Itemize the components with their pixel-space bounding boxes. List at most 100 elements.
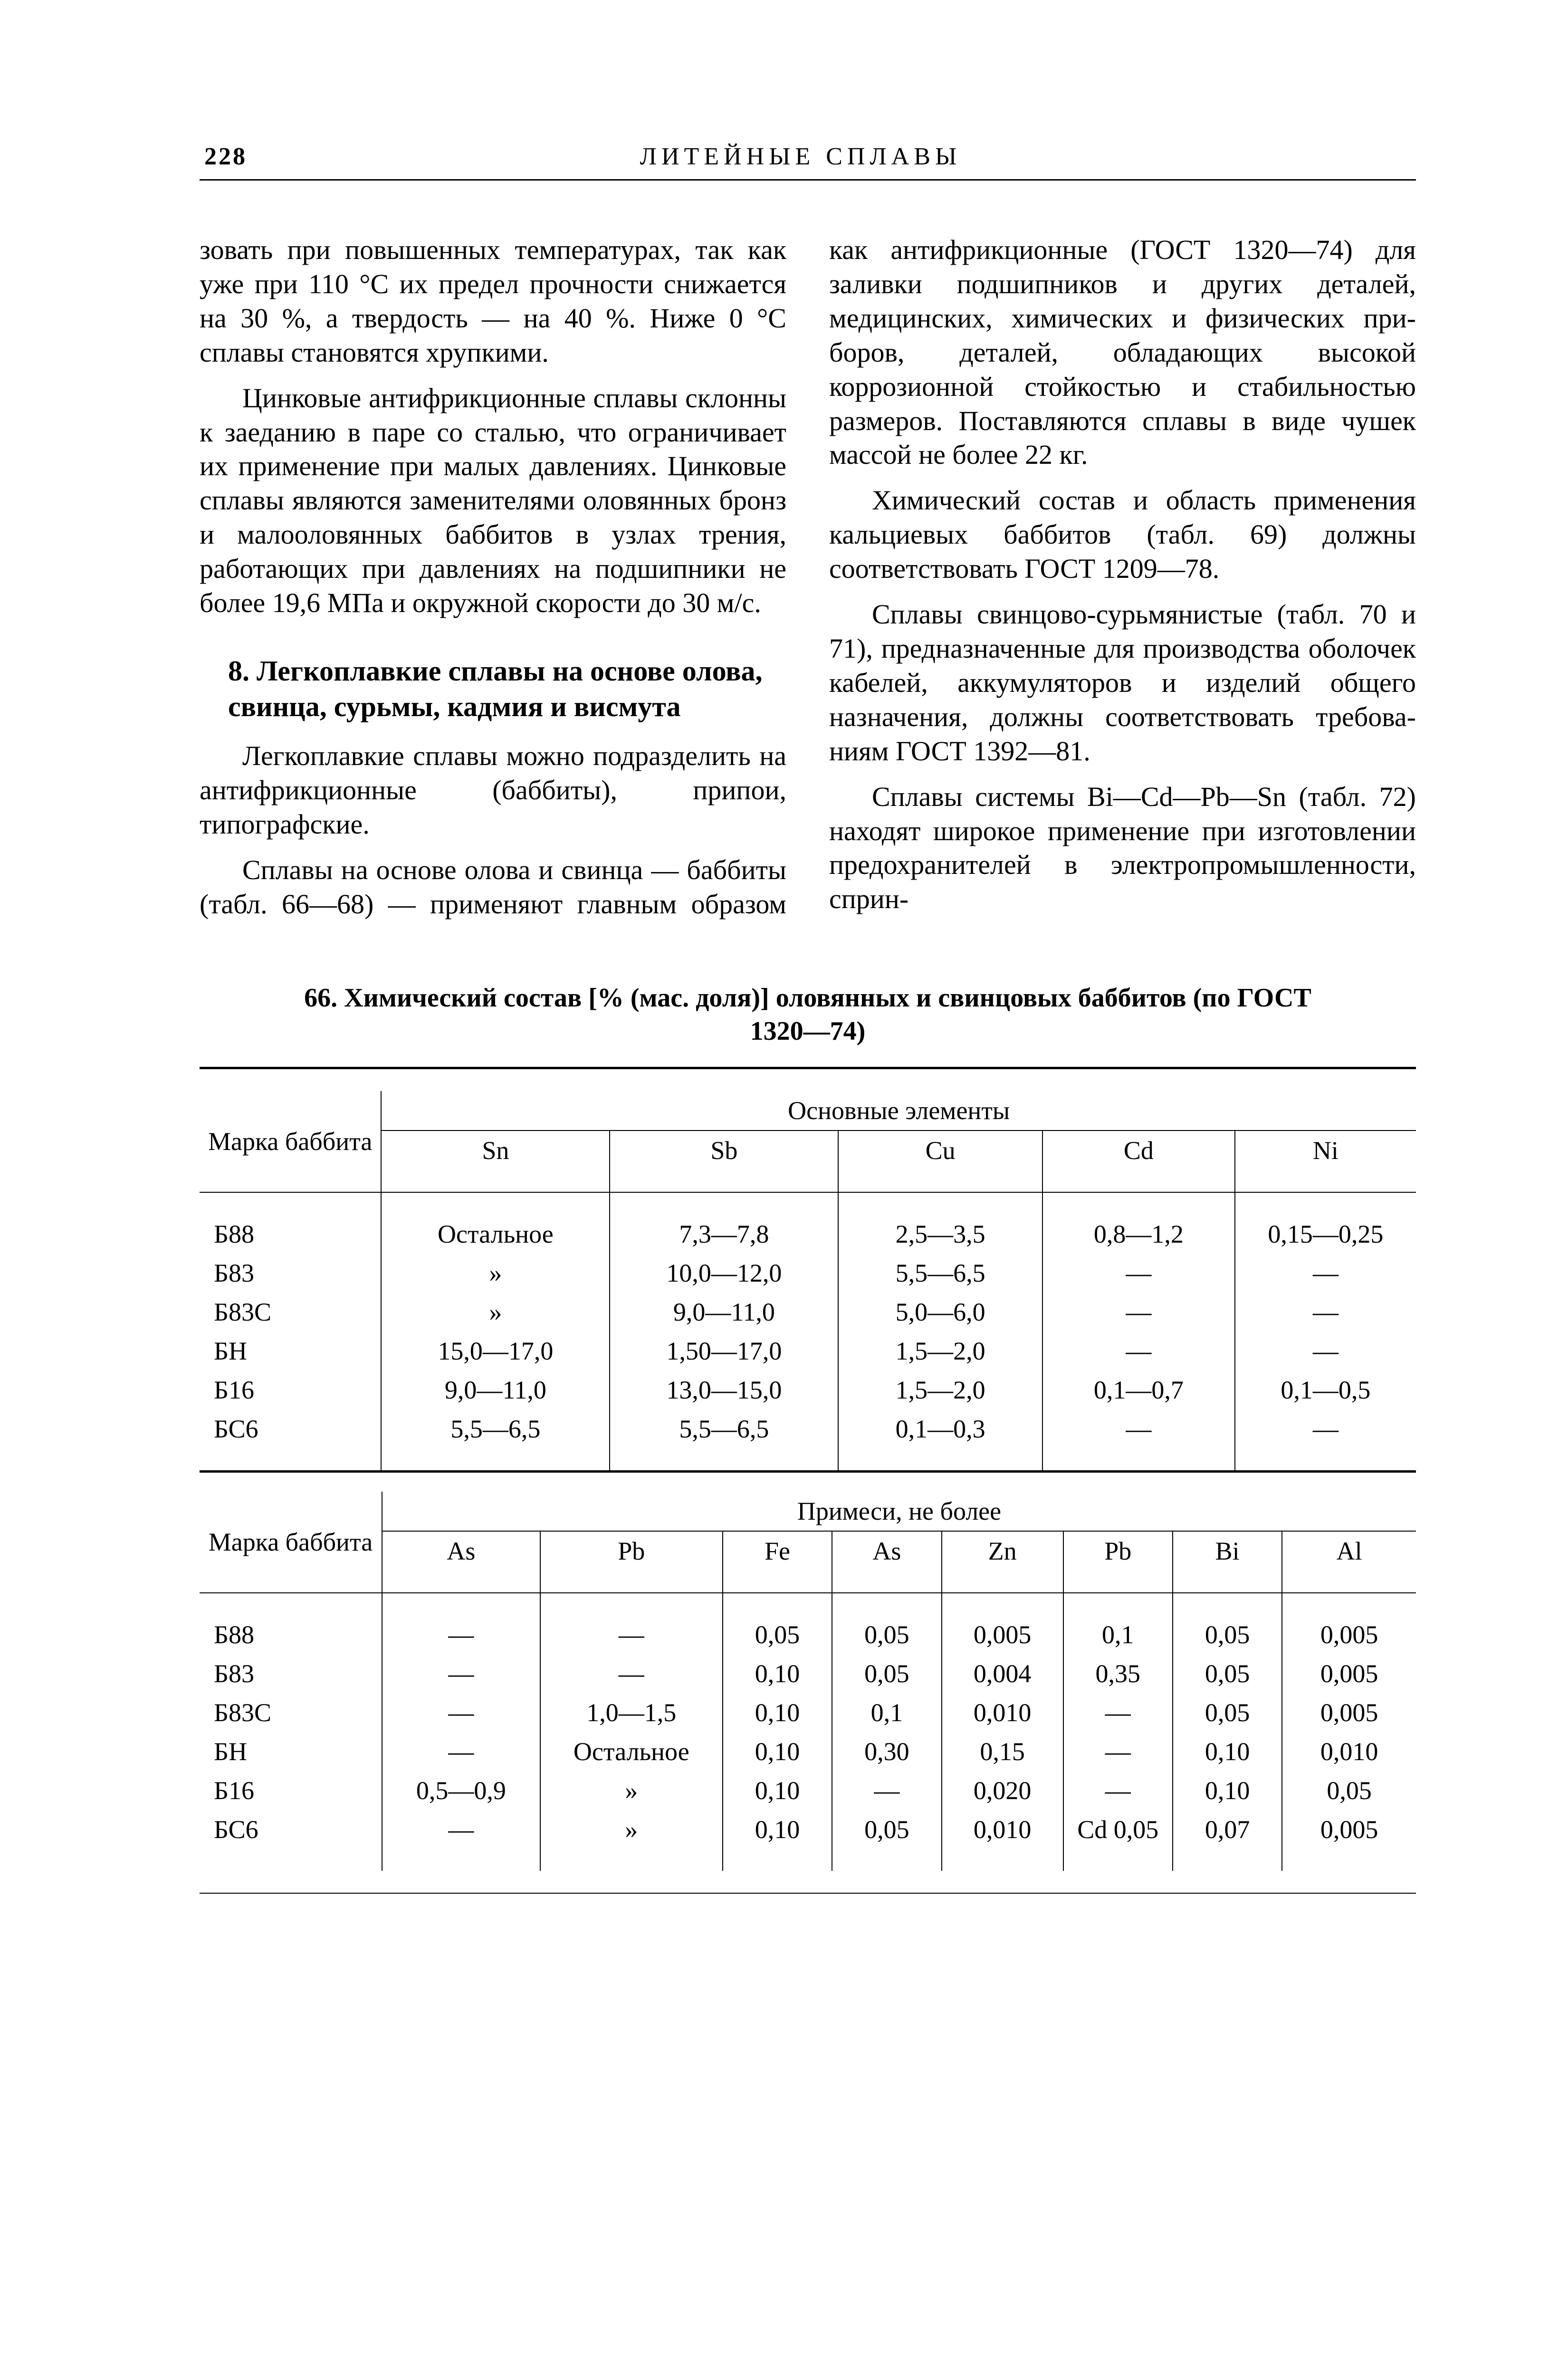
cell-brand: Б88	[200, 1615, 382, 1654]
cell: —	[382, 1732, 540, 1771]
section-heading: 8. Легкоплавкие сплавы на основе олова, …	[228, 653, 786, 725]
th-brand: Марка баббита	[200, 1492, 382, 1593]
th-sb: Sb	[610, 1131, 838, 1170]
table-row: Б83С » 9,0—11,0 5,0—6,0 — —	[200, 1293, 1416, 1332]
table-row: БН — Остальное 0,10 0,30 0,15 — 0,10 0,0…	[200, 1732, 1416, 1771]
cell: 0,05	[832, 1810, 941, 1849]
body-columns: зовать при повышенных температурах, так …	[200, 233, 1416, 924]
cell: Остальное	[381, 1215, 610, 1254]
cell: 5,0—6,0	[838, 1293, 1042, 1332]
cell: 0,010	[942, 1810, 1063, 1849]
cell: 9,0—11,0	[381, 1370, 610, 1409]
cell-brand: Б16	[200, 1370, 381, 1409]
cell: 0,020	[942, 1771, 1063, 1810]
cell-brand: БН	[200, 1332, 381, 1370]
cell: 0,15	[942, 1732, 1063, 1771]
th-main-group: Основные элементы	[381, 1091, 1416, 1131]
cell-brand: БН	[200, 1732, 382, 1771]
cell: 0,005	[1282, 1693, 1416, 1732]
th-cd: Cd	[1042, 1131, 1235, 1170]
cell: 0,10	[723, 1654, 832, 1693]
table-row: Б83С — 1,0—1,5 0,10 0,1 0,010 — 0,05 0,0…	[200, 1693, 1416, 1732]
cell: 0,10	[1173, 1732, 1282, 1771]
page: 228 ЛИТЕЙНЫЕ СПЛАВЫ зовать при повышенны…	[0, 0, 1568, 2376]
cell: —	[1063, 1732, 1173, 1771]
table66-caption: 66. Химический состав [% (мас. доля)] ол…	[285, 981, 1330, 1048]
table-row: Б16 9,0—11,0 13,0—15,0 1,5—2,0 0,1—0,7 0…	[200, 1370, 1416, 1409]
cell-brand: Б83	[200, 1254, 381, 1293]
cell: —	[1063, 1693, 1173, 1732]
paragraph-7: Сплавы системы Bi—Cd—Pb—Sn (табл. 72) на…	[829, 780, 1416, 917]
cell: 0,05	[1282, 1771, 1416, 1810]
cell: 0,1—0,5	[1235, 1370, 1416, 1409]
cell: 0,10	[723, 1810, 832, 1849]
cell-brand: Б88	[200, 1215, 381, 1254]
cell: 5,5—6,5	[838, 1254, 1042, 1293]
cell: 0,05	[1173, 1693, 1282, 1732]
cell: 5,5—6,5	[610, 1409, 838, 1448]
table-row: Б16 0,5—0,9 » 0,10 — 0,020 — 0,10 0,05	[200, 1771, 1416, 1810]
cell: 0,004	[942, 1654, 1063, 1693]
cell: 0,1	[832, 1693, 941, 1732]
cell: 1,0—1,5	[540, 1693, 723, 1732]
cell: 0,10	[723, 1732, 832, 1771]
cell: 13,0—15,0	[610, 1370, 838, 1409]
cell: 0,07	[1173, 1810, 1282, 1849]
cell: 0,005	[942, 1615, 1063, 1654]
paragraph-5: Химический состав и область при­менения …	[829, 483, 1416, 586]
cell: —	[382, 1615, 540, 1654]
page-number: 228	[204, 143, 247, 171]
cell: 0,1—0,7	[1042, 1370, 1235, 1409]
cell: 0,1	[1063, 1615, 1173, 1654]
cell: 0,10	[723, 1771, 832, 1810]
cell: 7,3—7,8	[610, 1215, 838, 1254]
cell: —	[382, 1810, 540, 1849]
cell: Остальное	[540, 1732, 723, 1771]
cell: 2,5—3,5	[838, 1215, 1042, 1254]
cell-brand: БС6	[200, 1409, 381, 1448]
cell-brand: Б16	[200, 1771, 382, 1810]
table-row: БС6 5,5—6,5 5,5—6,5 0,1—0,3 — —	[200, 1409, 1416, 1448]
cell: 0,010	[942, 1693, 1063, 1732]
paragraph-3: Легкоплавкие сплавы можно под­разделить …	[200, 739, 786, 842]
th-pb2: Pb	[1063, 1531, 1173, 1571]
cell: —	[1042, 1254, 1235, 1293]
cell-brand: Б83С	[200, 1693, 382, 1732]
cell-brand: Б83	[200, 1654, 382, 1693]
cell: 0,010	[1282, 1732, 1416, 1771]
th-pb: Pb	[540, 1531, 723, 1571]
cell: 0,05	[832, 1615, 941, 1654]
cell: —	[540, 1654, 723, 1693]
table-row: БН 15,0—17,0 1,50—17,0 1,5—2,0 — —	[200, 1332, 1416, 1370]
cell: —	[832, 1771, 941, 1810]
th-imp-group: Примеси, не более	[382, 1492, 1416, 1531]
cell: 0,005	[1282, 1654, 1416, 1693]
paragraph-2: Цинковые антифрикционные сплавы склонны …	[200, 381, 786, 620]
paragraph-1: зовать при повышенных температурах, так …	[200, 233, 786, 370]
table66-impurities: Марка баббита Примеси, не более As Pb Fe…	[200, 1492, 1416, 1894]
table66-main: Марка баббита Основные элементы Sn Sb Cu…	[200, 1067, 1416, 1473]
th-as2: As	[832, 1531, 941, 1571]
cell: 1,5—2,0	[838, 1332, 1042, 1370]
cell: 0,005	[1282, 1810, 1416, 1849]
cell: 15,0—17,0	[381, 1332, 610, 1370]
cell: 0,15—0,25	[1235, 1215, 1416, 1254]
cell: 0,05	[832, 1654, 941, 1693]
th-zn: Zn	[942, 1531, 1063, 1571]
cell: 9,0—11,0	[610, 1293, 838, 1332]
cell-brand: Б83С	[200, 1293, 381, 1332]
cell: —	[1042, 1409, 1235, 1448]
cell: 0,8—1,2	[1042, 1215, 1235, 1254]
th-al: Al	[1282, 1531, 1416, 1571]
th-as: As	[382, 1531, 540, 1571]
running-title: ЛИТЕЙНЫЕ СПЛАВЫ	[247, 143, 1354, 171]
cell: 0,05	[1173, 1615, 1282, 1654]
cell-brand: БС6	[200, 1810, 382, 1849]
th-sn: Sn	[381, 1131, 610, 1170]
table-row: БС6 — » 0,10 0,05 0,010 Cd 0,05 0,07 0,0…	[200, 1810, 1416, 1849]
cell: —	[540, 1615, 723, 1654]
cell: »	[540, 1810, 723, 1849]
th-bi: Bi	[1173, 1531, 1282, 1571]
cell: 0,005	[1282, 1615, 1416, 1654]
cell: 5,5—6,5	[381, 1409, 610, 1448]
